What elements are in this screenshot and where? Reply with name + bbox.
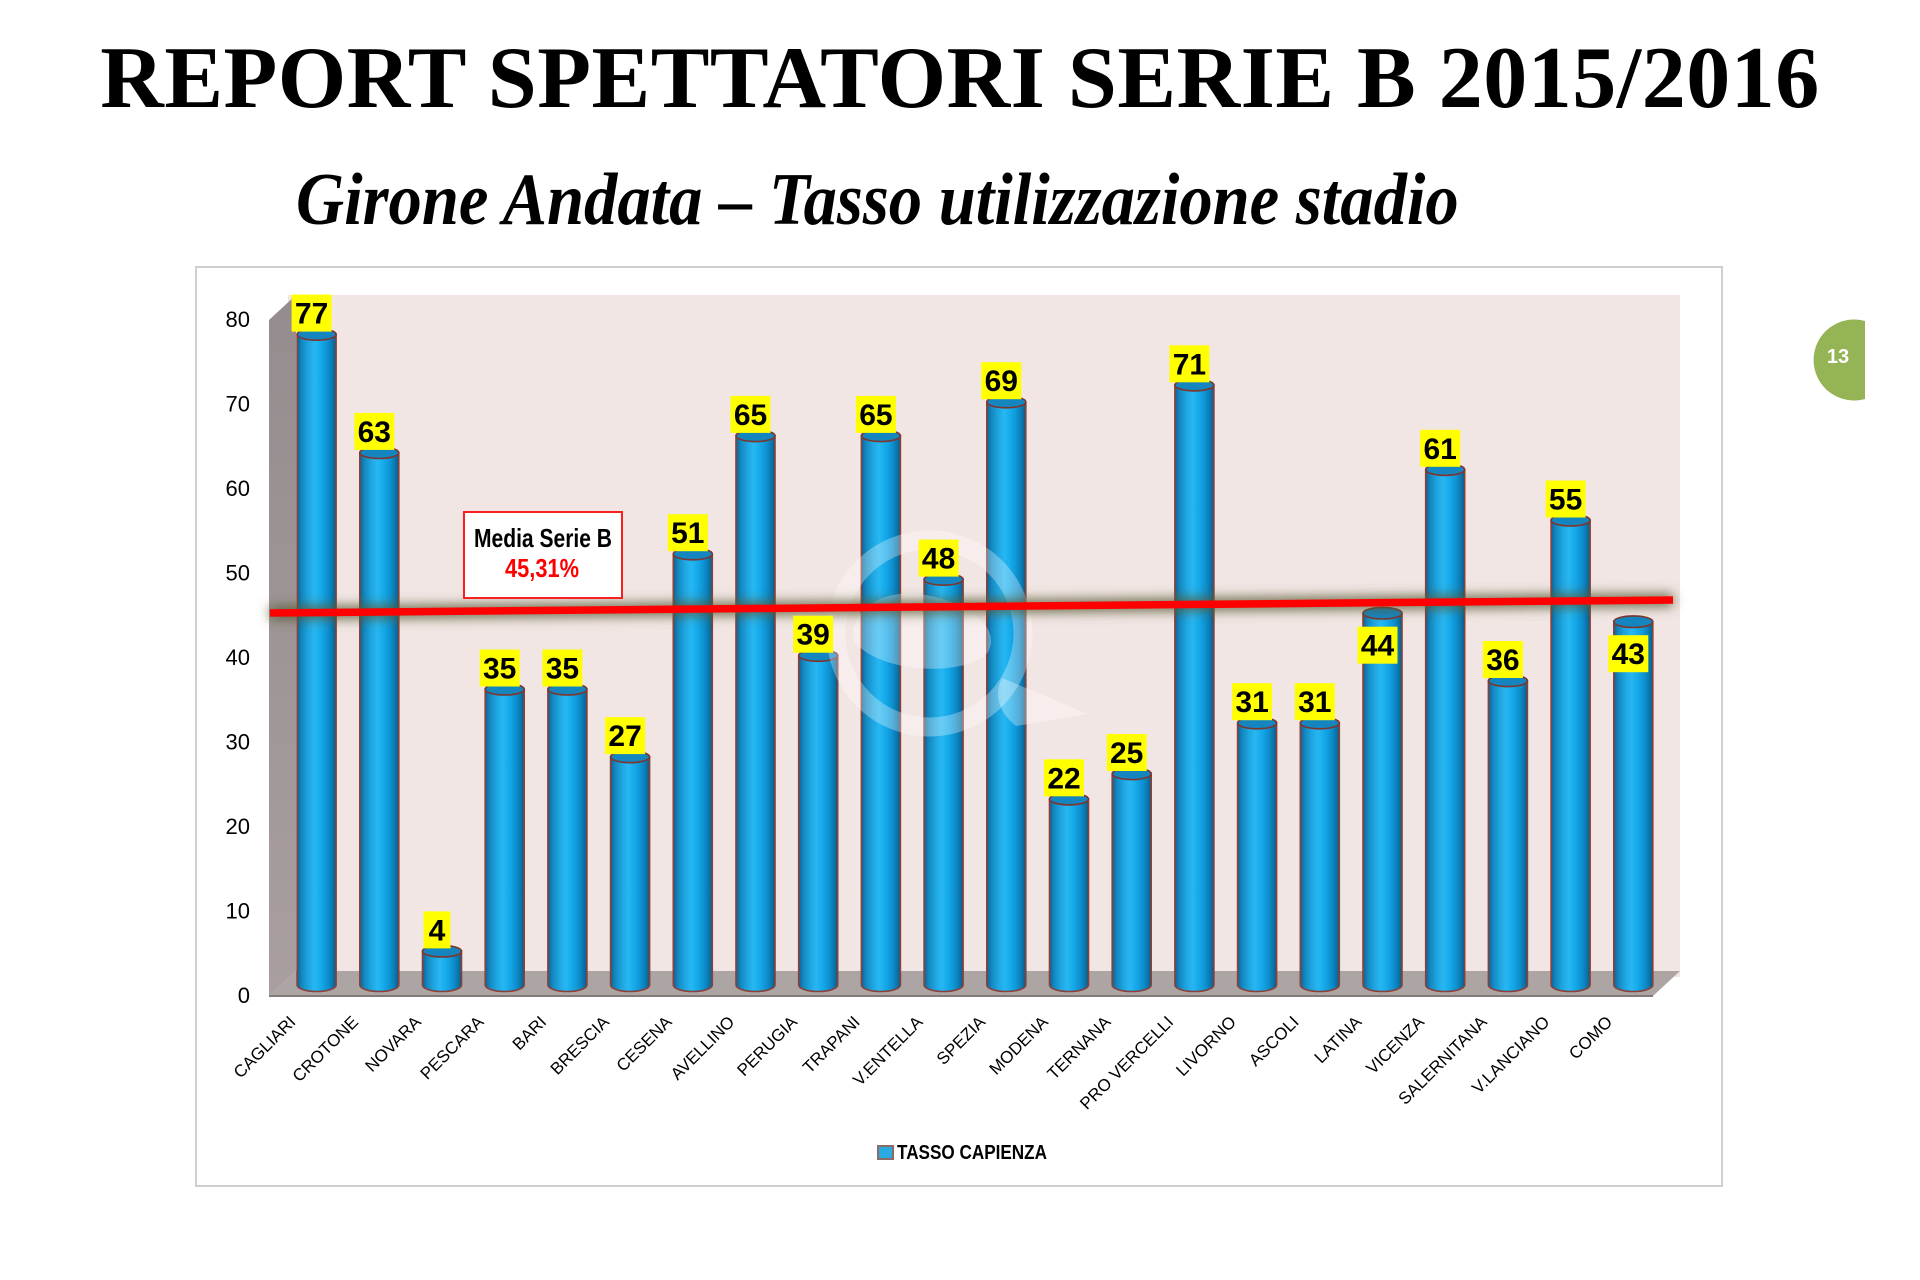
svg-text:4: 4 bbox=[429, 914, 446, 947]
svg-text:43: 43 bbox=[1612, 638, 1645, 671]
svg-text:13: 13 bbox=[1827, 346, 1849, 368]
svg-text:39: 39 bbox=[797, 619, 830, 652]
svg-text:60: 60 bbox=[226, 476, 250, 501]
svg-text:51: 51 bbox=[671, 517, 704, 550]
svg-text:20: 20 bbox=[226, 814, 250, 839]
svg-text:77: 77 bbox=[295, 298, 328, 331]
svg-text:69: 69 bbox=[985, 365, 1018, 398]
svg-text:Media Serie B: Media Serie B bbox=[474, 523, 612, 553]
svg-text:22: 22 bbox=[1047, 762, 1080, 795]
svg-text:31: 31 bbox=[1235, 686, 1268, 719]
svg-text:71: 71 bbox=[1173, 348, 1206, 381]
svg-text:80: 80 bbox=[226, 307, 250, 332]
svg-text:35: 35 bbox=[483, 653, 516, 686]
svg-text:35: 35 bbox=[546, 653, 579, 686]
svg-text:10: 10 bbox=[226, 899, 250, 924]
svg-text:30: 30 bbox=[226, 730, 250, 755]
svg-text:25: 25 bbox=[1110, 737, 1143, 770]
svg-text:55: 55 bbox=[1549, 484, 1582, 517]
svg-text:45,31%: 45,31% bbox=[505, 553, 579, 583]
svg-text:65: 65 bbox=[859, 399, 892, 432]
svg-text:61: 61 bbox=[1424, 433, 1457, 466]
svg-text:27: 27 bbox=[608, 720, 641, 753]
svg-text:TASSO CAPIENZA: TASSO CAPIENZA bbox=[897, 1142, 1047, 1164]
svg-text:63: 63 bbox=[358, 416, 391, 449]
svg-text:0: 0 bbox=[238, 983, 250, 1008]
svg-text:31: 31 bbox=[1298, 686, 1331, 719]
svg-text:48: 48 bbox=[922, 543, 955, 576]
svg-text:36: 36 bbox=[1486, 644, 1519, 677]
svg-text:40: 40 bbox=[226, 645, 250, 670]
svg-text:44: 44 bbox=[1361, 630, 1395, 663]
svg-text:70: 70 bbox=[226, 392, 250, 417]
svg-text:50: 50 bbox=[226, 561, 250, 586]
svg-text:65: 65 bbox=[734, 399, 767, 432]
